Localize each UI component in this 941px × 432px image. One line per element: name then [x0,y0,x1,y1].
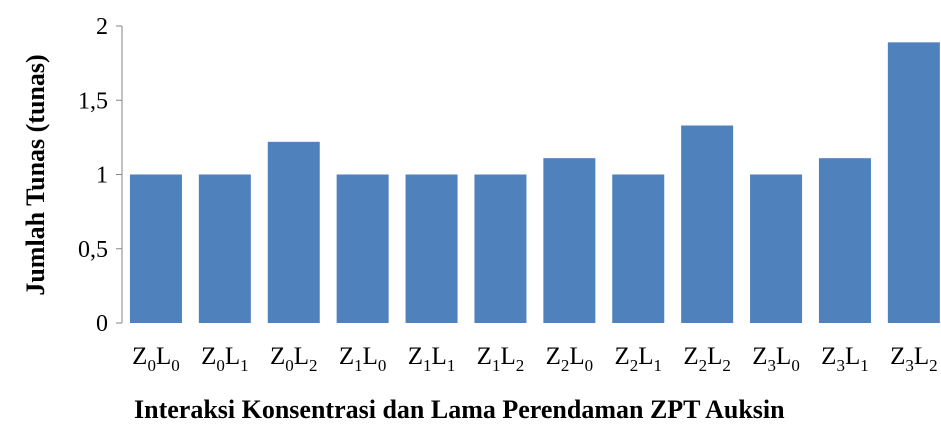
bar [681,125,734,324]
bar [750,174,803,323]
bar [267,141,320,323]
bar [474,174,527,323]
x-tick-label: Z3L2 [890,343,938,375]
x-tick-label: Z2L1 [614,343,662,375]
bar [818,158,871,323]
x-tick-label: Z0L1 [201,343,249,375]
bar [405,174,458,323]
y-tick-label: 1,5 [78,88,108,114]
x-tick-label: Z1L1 [408,343,456,375]
bars [129,42,940,324]
bar [887,42,940,324]
bar [543,158,596,323]
bar [612,174,665,323]
x-tick-label: Z0L2 [270,343,318,375]
x-axis-title: Interaksi Konsentrasi dan Lama Perendama… [134,395,785,424]
y-tick-marks [116,25,122,324]
x-tick-label: Z3L1 [821,343,869,375]
y-tick-label: 0 [96,311,108,337]
y-tick-label: 1 [96,163,108,189]
y-axis-title: Jumlah Tunas (tunas) [21,54,50,295]
x-tick-labels: Z0L0 Z0L1 Z0L2 Z1L0 Z1L1 Z1L2 Z2L0 Z2L1 Z2L2 Z3L0… [132,343,937,375]
x-tick-label: Z1L0 [339,343,387,375]
y-tick-labels: 0 0,5 1 1,5 2 [78,14,108,337]
x-tick-label: Z1L2 [477,343,525,375]
bar [129,174,182,323]
x-tick-label: Z3L0 [752,343,800,375]
y-tick-label: 0,5 [78,237,108,263]
y-tick-label: 2 [96,14,108,40]
bar [336,174,389,323]
bar [198,174,251,323]
x-tick-label: Z2L0 [546,343,594,375]
x-tick-label: Z0L0 [132,343,180,375]
x-tick-label: Z2L2 [683,343,731,375]
